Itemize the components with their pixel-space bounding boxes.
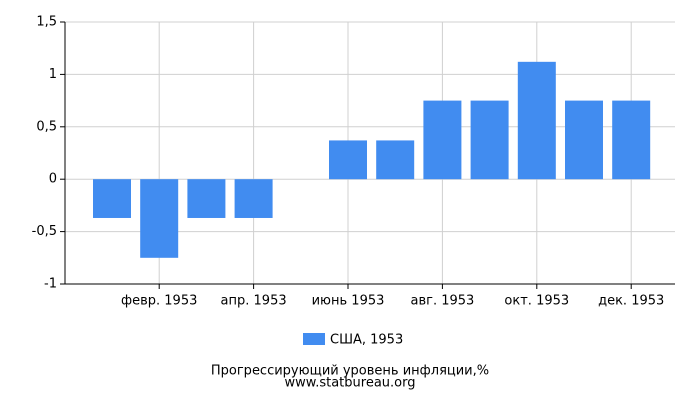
x-tick-label: февр. 1953 bbox=[121, 294, 197, 309]
bar bbox=[470, 100, 509, 180]
x-tick-label: дек. 1953 bbox=[598, 294, 664, 309]
bar bbox=[329, 140, 367, 180]
x-tick-label: июнь 1953 bbox=[312, 294, 385, 309]
bar bbox=[234, 179, 273, 218]
legend-swatch bbox=[303, 333, 325, 345]
y-tick-label: -1 bbox=[44, 277, 57, 292]
bar bbox=[93, 179, 131, 218]
y-tick-label: -0,5 bbox=[32, 224, 57, 239]
chart-subtitle: www.statbureau.org bbox=[285, 376, 416, 391]
y-tick-label: 0,5 bbox=[36, 119, 57, 134]
y-tick-label: 1,5 bbox=[36, 15, 57, 30]
x-tick-label: окт. 1953 bbox=[504, 294, 569, 309]
y-tick-label: 1 bbox=[49, 67, 57, 82]
bar bbox=[187, 179, 226, 218]
x-tick-label: авг. 1953 bbox=[410, 294, 474, 309]
bar bbox=[565, 100, 603, 180]
bar bbox=[376, 140, 415, 180]
x-tick-label: апр. 1953 bbox=[221, 294, 287, 309]
bar bbox=[517, 61, 556, 180]
chart-title: Прогрессирующий уровень инфляции,% bbox=[211, 364, 489, 379]
bar bbox=[612, 100, 651, 180]
bar bbox=[140, 179, 179, 258]
y-tick-label: 0 bbox=[49, 172, 57, 187]
legend-label: США, 1953 bbox=[330, 333, 403, 348]
bar bbox=[423, 100, 462, 180]
